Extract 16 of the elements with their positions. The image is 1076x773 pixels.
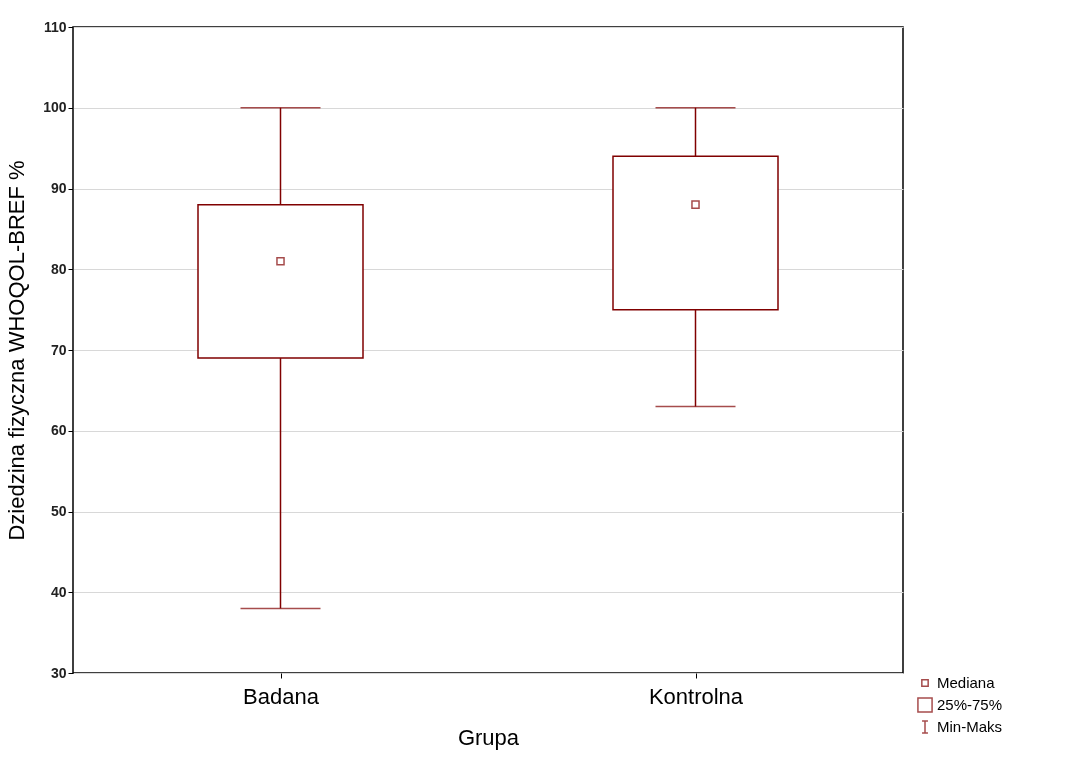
y-tick-label: 80 [50, 260, 67, 277]
y-tick-label: 40 [50, 583, 67, 600]
y-tick-label: 100 [43, 99, 67, 116]
text: 25%-75% [937, 696, 1003, 713]
text: Min-Maks [937, 718, 1003, 735]
x-axis-title: Grupa [457, 724, 520, 750]
y-tick-label: 50 [50, 503, 67, 519]
y-tick-label: 60 [50, 422, 67, 439]
x-tick-label: Kontrolna [648, 683, 744, 709]
y-tick-label: 30 [50, 664, 67, 681]
y-tick-label: 70 [50, 341, 67, 358]
y-tick-label: 90 [50, 180, 67, 196]
x-tick-label: Badana [243, 683, 320, 709]
text: Mediana [937, 674, 996, 691]
y-axis-title: Dziedzina fizyczna WHOQOL-BREF % [4, 160, 30, 541]
y-tick-label: 110 [43, 18, 67, 35]
